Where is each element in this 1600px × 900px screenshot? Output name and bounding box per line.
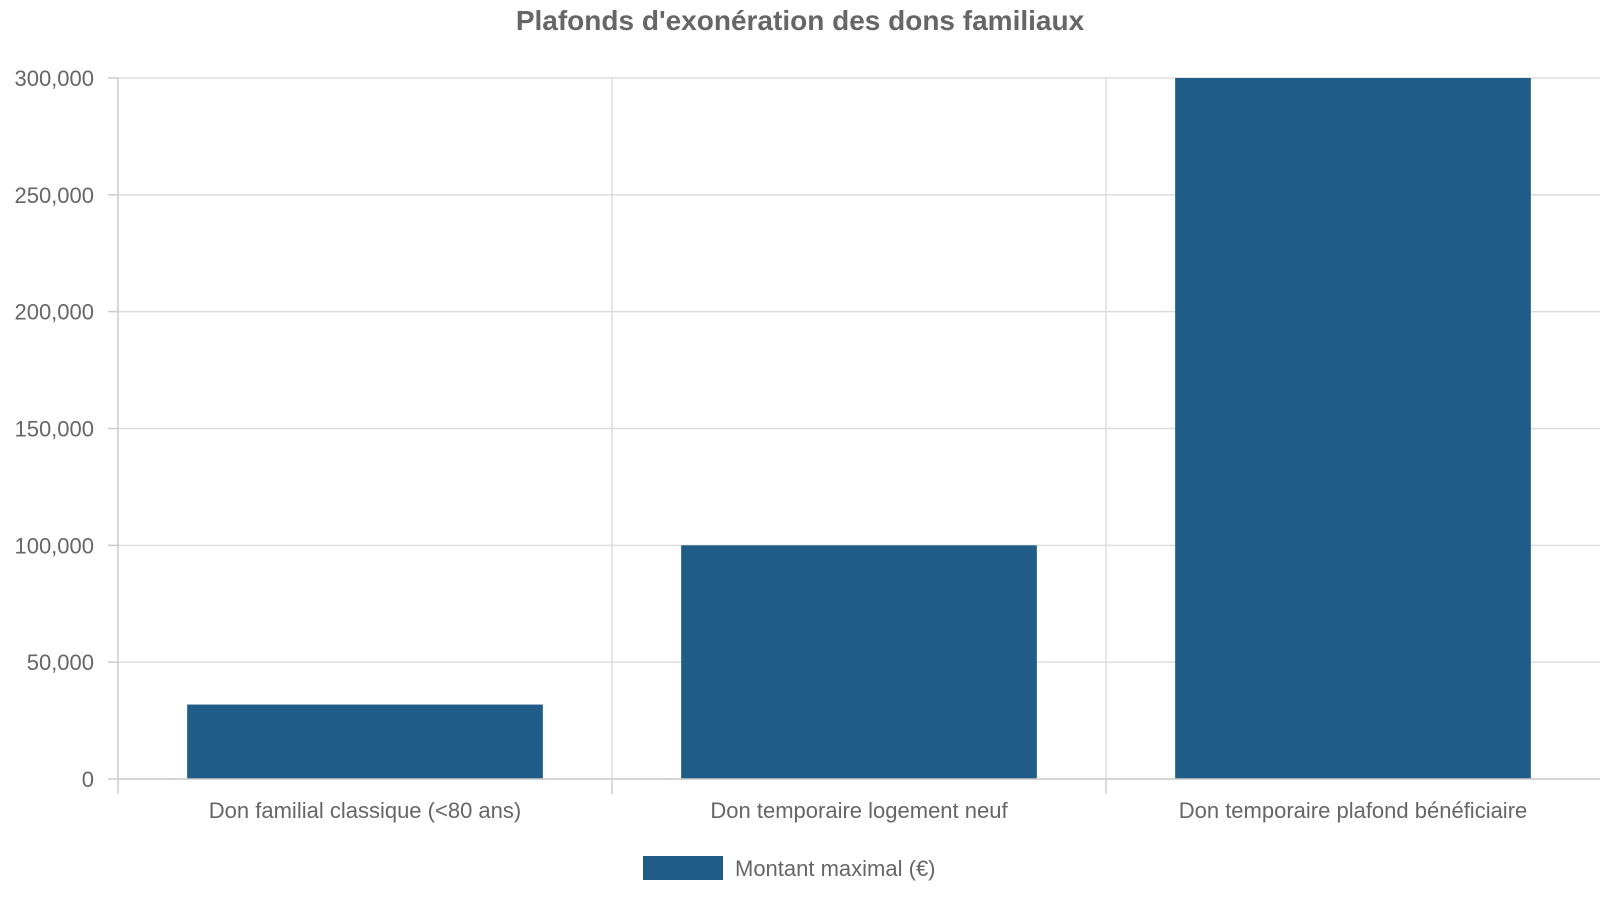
y-tick-label: 150,000 <box>14 417 94 442</box>
y-tick-label: 0 <box>82 767 94 792</box>
y-tick-label: 200,000 <box>14 300 94 325</box>
y-tick-label: 50,000 <box>27 650 94 675</box>
y-tick-label: 250,000 <box>14 183 94 208</box>
x-tick-label: Don familial classique (<80 ans) <box>209 798 521 823</box>
x-tick-label: Don temporaire logement neuf <box>710 798 1008 823</box>
legend: Montant maximal (€) <box>643 856 936 881</box>
x-tick-label: Don temporaire plafond bénéficiaire <box>1179 798 1528 823</box>
bar <box>681 545 1037 779</box>
bar <box>1175 78 1531 779</box>
y-tick-label: 300,000 <box>14 66 94 91</box>
bars <box>187 78 1531 779</box>
bar <box>187 704 543 779</box>
legend-swatch <box>643 856 723 880</box>
axes: 0 50,000 100,000 150,000 200,000 250,000 300,0… <box>14 66 1600 823</box>
y-tick-label: 100,000 <box>14 533 94 558</box>
chart-title: Plafonds d'exonération des dons familiau… <box>516 5 1085 36</box>
legend-label: Montant maximal (€) <box>735 856 936 881</box>
